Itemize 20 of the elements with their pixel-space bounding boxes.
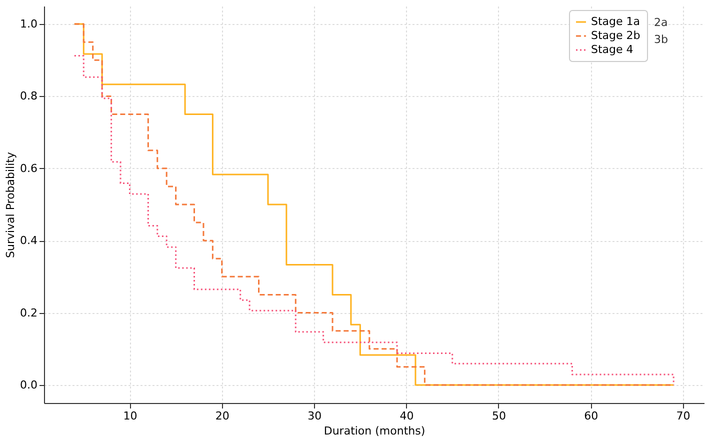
y-tick-label: 0.6	[20, 162, 38, 175]
x-tick-label: 50	[492, 410, 506, 422]
legend-label: Stage 4	[591, 43, 634, 56]
annotation: 3b	[654, 33, 668, 46]
x-axis-title: Duration (months)	[324, 424, 426, 438]
x-tick-label: 30	[308, 410, 322, 422]
y-tick-label: 0.0	[20, 378, 38, 392]
x-tick-label: 60	[584, 410, 598, 422]
y-axis-title: Survival Probability	[4, 152, 18, 258]
x-tick-label: 40	[400, 410, 414, 422]
legend-label: Stage 1a	[591, 15, 640, 28]
y-tick-label: 0.8	[20, 90, 38, 103]
y-tick-label: 1.0	[20, 18, 38, 31]
x-tick-label: 20	[215, 410, 230, 422]
x-tick-label: 10	[123, 410, 138, 422]
x-tick-label: 70	[676, 410, 690, 422]
annotation: 2a	[654, 16, 668, 29]
y-tick-label: 0.2	[20, 306, 38, 320]
y-tick-label: 0.4	[20, 234, 38, 248]
legend-label: Stage 2b	[591, 29, 640, 42]
